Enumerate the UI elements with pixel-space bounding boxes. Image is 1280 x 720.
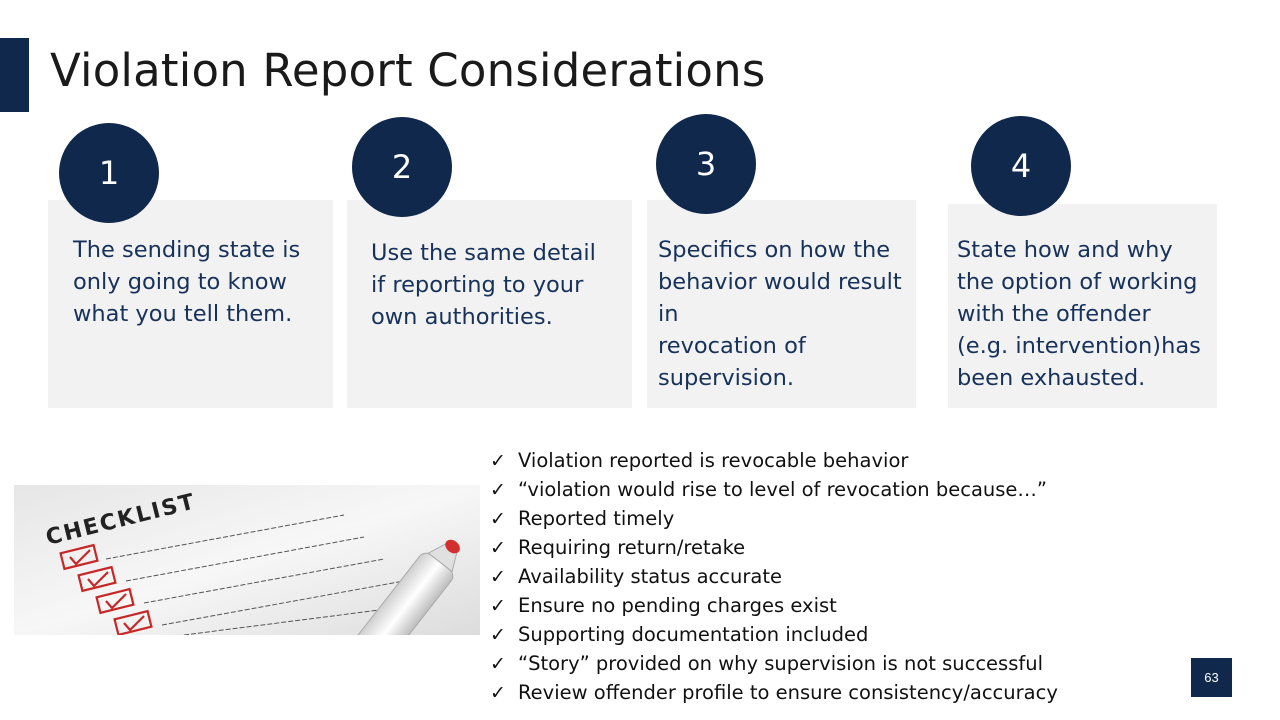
check-icon: ✓	[490, 565, 506, 588]
checklist-item-text: Supporting documentation included	[518, 623, 869, 646]
checklist-item-text: Availability status accurate	[518, 565, 782, 588]
checklist-items: ✓ Violation reported is revocable behavio…	[490, 446, 1058, 707]
check-icon: ✓	[490, 507, 506, 530]
step-number-2: 2	[352, 117, 452, 217]
checklist-item: ✓ Availability status accurate	[490, 562, 1058, 591]
checklist-item-text: “violation would rise to level of revoca…	[518, 478, 1048, 501]
checklist-item-text: Requiring return/retake	[518, 536, 746, 559]
step-text-1: The sending state is only going to know …	[73, 237, 301, 327]
checklist-item: ✓ Review offender profile to ensure consi…	[490, 678, 1058, 707]
step-number-4: 4	[971, 116, 1071, 216]
title-accent-bar	[0, 38, 29, 112]
checklist-item-text: Ensure no pending charges exist	[518, 594, 837, 617]
check-icon: ✓	[490, 681, 506, 704]
checklist-item-text: Violation reported is revocable behavior	[518, 449, 909, 472]
step-text-3: Specifics on how the behavior would resu…	[658, 237, 902, 391]
check-icon: ✓	[490, 449, 506, 472]
checklist-illustration: CHECKLIST	[14, 485, 480, 635]
checklist-item: ✓ Requiring return/retake	[490, 533, 1058, 562]
check-icon: ✓	[490, 623, 506, 646]
check-icon: ✓	[490, 536, 506, 559]
checklist-item: ✓ “violation would rise to level of revoc…	[490, 475, 1058, 504]
check-icon: ✓	[490, 594, 506, 617]
step-card-4	[948, 204, 1217, 408]
step-card-1	[48, 200, 333, 408]
checklist-item-text: “Story” provided on why supervision is n…	[518, 652, 1044, 675]
check-icon: ✓	[490, 652, 506, 675]
step-number-3: 3	[656, 114, 756, 214]
step-text-2: Use the same detail if reporting to your…	[371, 240, 596, 330]
checklist-item: ✓ Reported timely	[490, 504, 1058, 533]
checklist-item: ✓ Ensure no pending charges exist	[490, 591, 1058, 620]
checklist-item: ✓ “Story” provided on why supervision is …	[490, 649, 1058, 678]
step-number-1: 1	[59, 123, 159, 223]
page-number-badge: 63	[1191, 658, 1232, 697]
check-icon: ✓	[490, 478, 506, 501]
step-card-3	[647, 200, 916, 408]
checklist-item: ✓ Supporting documentation included	[490, 620, 1058, 649]
checklist-item: ✓ Violation reported is revocable behavio…	[490, 446, 1058, 475]
checklist-item-text: Review offender profile to ensure consis…	[518, 681, 1058, 704]
slide-title: Violation Report Considerations	[50, 44, 766, 97]
step-card-2	[347, 200, 632, 408]
checklist-clipboard-image: CHECKLIST	[14, 485, 480, 635]
step-text-4: State how and why the option of working …	[957, 237, 1201, 391]
checklist-item-text: Reported timely	[518, 507, 675, 530]
